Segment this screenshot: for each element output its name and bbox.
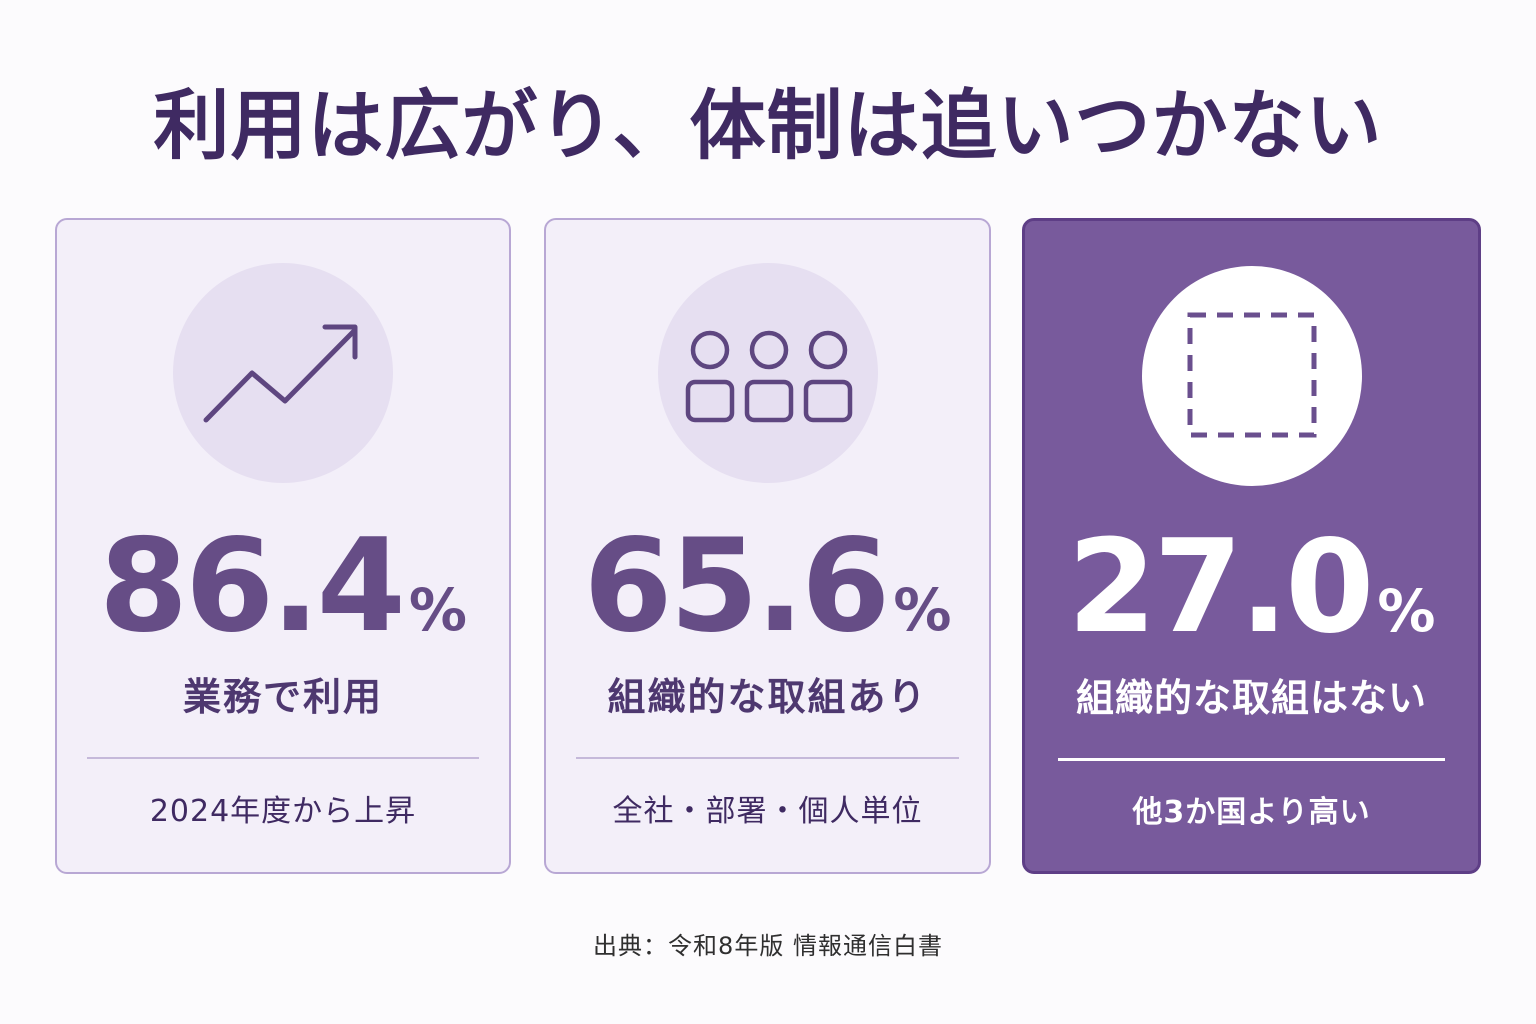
icon-circle [657, 263, 878, 483]
stat-value: 86.4% [57, 522, 509, 690]
trend-up-arrow-icon [203, 324, 358, 423]
icon-circle [173, 263, 393, 483]
icon-circle [1141, 266, 1362, 486]
stat-value: 27.0% [1025, 523, 1478, 691]
stat-unit: % [408, 576, 467, 644]
source-citation: 出典：令和8年版 情報通信白書 [593, 932, 943, 960]
stat-unit: % [893, 576, 952, 644]
stat-card-organized-efforts: 65.6% 組織的な取組あり 全社・部署・個人単位 [544, 218, 991, 874]
stat-note: 他3か国より高い [1132, 795, 1371, 830]
stat-note: 全社・部署・個人単位 [612, 794, 923, 829]
stat-label: 業務で利用 [182, 675, 383, 719]
stat-label: 組織的な取組あり [607, 675, 928, 719]
stat-number: 65.6 [583, 512, 891, 661]
page-title: 利用は広がり、体制は追いつかない [153, 81, 1383, 170]
stat-value: 65.6% [546, 522, 989, 690]
stat-number: 86.4 [99, 512, 406, 661]
divider [87, 757, 479, 759]
stat-card-no-organized-efforts: 27.0% 組織的な取組はない 他3か国より高い [1022, 218, 1481, 874]
people-group-icon [685, 330, 852, 423]
stat-label: 組織的な取組はない [1075, 676, 1427, 720]
dashed-square-icon [1187, 312, 1316, 438]
divider [1058, 758, 1445, 761]
divider [576, 757, 959, 759]
stat-number: 27.0 [1067, 513, 1375, 662]
stat-card-business-use: 86.4% 業務で利用 2024年度から上昇 [55, 218, 511, 874]
stat-unit: % [1377, 577, 1436, 645]
stat-note: 2024年度から上昇 [149, 794, 417, 829]
